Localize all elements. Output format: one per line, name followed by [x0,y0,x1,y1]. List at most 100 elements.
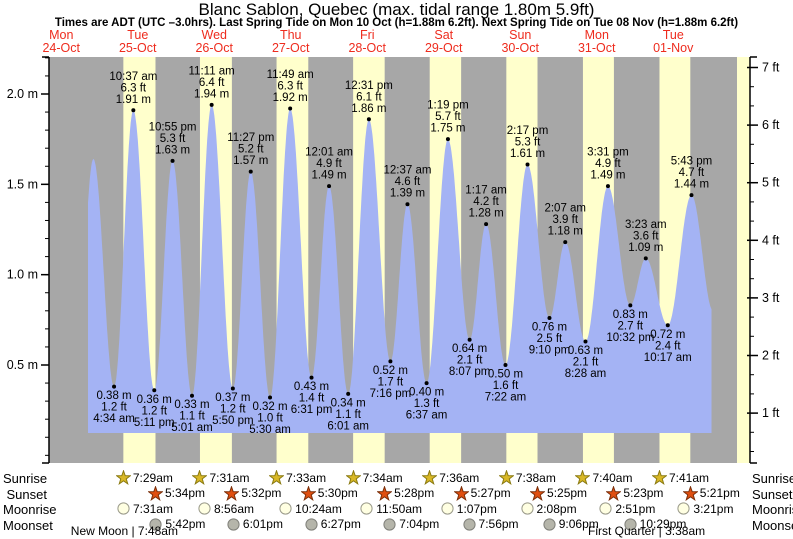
high-tide-label: 5:43 pm [671,156,713,168]
day-name: Tue [662,28,684,42]
high-tide-label: 3:31 pm [587,147,629,159]
sunrise-entry: 7:38am [498,470,556,485]
high-tide-label: 12:31 pm [345,80,393,92]
sunset-star-icon [224,485,240,501]
low-tide-label: 8:28 am [565,368,607,380]
high-tide-label: 1.49 m [311,170,346,182]
sunset-time: 5:34pm [164,486,206,500]
high-tide-label: 6.3 ft [277,80,303,92]
sunset-entry: 5:28pm [377,485,435,501]
low-tide-label: 1.2 ft [220,403,246,415]
low-tide-label: 0.52 m [373,365,408,377]
moonset-entry: 10:29pm [623,517,686,532]
high-tide-dot [643,256,648,261]
day-header: Mon 24-Oct [21,29,101,55]
high-tide-label: 6.4 ft [199,77,225,89]
low-tide-dot [424,381,429,386]
day-name: Sat [434,28,454,42]
moonrise-time: 7:31am [132,501,173,516]
day-date: 31-Oct [577,41,616,55]
moonset-circle-icon [462,517,476,531]
moonrise-entry: 7:31am [116,501,173,516]
day-header: Sat 29-Oct [404,29,484,55]
sunset-star-icon [147,485,163,501]
sunset-star-icon [682,485,698,501]
high-tide-label: 3.9 ft [552,214,578,226]
high-tide-label: 5.2 ft [238,144,264,156]
moonset-circle-icon [462,517,476,531]
high-tide-label: 1.28 m [469,208,504,220]
moonset-circle-icon [543,517,556,531]
sunset-star-icon [453,485,469,501]
right-axis-label: 1 ft [762,406,780,420]
low-tide-label: 0.34 m [331,397,366,409]
high-tide-label: 11:49 am [267,69,314,81]
moonrise-circle-icon [520,502,534,515]
high-tide-dot [689,193,694,198]
high-tide-dot [563,240,568,245]
left-axis-label: 0.5 m [7,358,38,372]
low-tide-label: 5:30 am [249,424,291,436]
high-tide-label: 12:37 am [383,165,431,177]
low-tide-label: 1.0 ft [257,413,283,425]
moonrise-circle-icon [198,502,211,515]
moon-phase-label: First Quarter | 3:38am [588,524,706,538]
low-tide-label: 2.1 ft [457,355,483,367]
day-date: 01-Nov [653,41,694,55]
moonrise-entry: 11:50am [359,501,422,516]
moonrise-circle-icon [677,502,691,515]
sunset-time: 5:30pm [317,486,358,500]
low-tide-label: 1.3 ft [414,398,440,410]
sunrise-time: 7:31am [209,470,250,485]
moonrise-entry: 3:21pm [676,501,733,516]
astro-row-label-right-moonset: Moonset [752,517,793,533]
moonrise-circle-icon [198,502,211,515]
low-tide-label: 1.4 ft [299,393,325,405]
day-header: Mon 31-Oct [557,29,637,55]
day-date: 28-Oct [348,41,386,55]
sunset-time: 5:23pm [623,486,664,500]
high-tide-label: 1:17 am [465,185,507,197]
low-tide-dot [665,323,670,328]
low-tide-label: 9:10 pm [529,345,571,357]
low-tide-label: 6:31 pm [291,404,333,416]
sunrise-star-icon [498,470,514,485]
high-tide-label: 10:37 am [109,71,157,83]
high-tide-dot [525,162,530,167]
moonrise-entry: 2:51pm [598,501,655,516]
sunset-star-icon [224,485,240,501]
sunset-entry: 5:27pm [453,485,511,501]
moonset-entry: 9:06pm [542,517,599,532]
day-name: Sun [509,28,532,42]
sunset-time: 5:21pm [699,486,740,500]
left-axis-label: 2.0 m [7,87,38,101]
low-tide-label: 10:17 am [644,352,692,364]
day-date: 24-Oct [42,41,80,55]
high-tide-dot [248,169,253,174]
high-tide-label: 4.9 ft [595,158,621,170]
sunrise-star-icon [115,470,131,485]
astro-row-label-left-moonrise: Moonrise [3,502,57,517]
high-tide-label: 4.2 ft [473,196,499,208]
day-date: 29-Oct [424,41,463,55]
moonrise-entry: 8:56am [197,501,254,516]
sunset-entry: 5:25pm [530,485,587,501]
day-name: Wed [201,28,227,42]
high-tide-label: 2:07 am [544,203,586,215]
high-tide-label: 5.3 ft [515,136,541,148]
sunrise-star-icon [651,470,667,485]
sunset-time: 5:28pm [394,486,435,500]
moonrise-time: 10:24am [295,501,342,516]
high-tide-label: 1.44 m [674,179,709,191]
high-tide-dot [405,202,410,207]
moonset-circle-icon [227,517,240,531]
moonrise-circle-icon [279,502,292,515]
low-tide-dot [503,363,508,368]
astro-row-label-right-sunset: Sunset [752,486,793,502]
low-tide-label: 0.38 m [96,390,131,402]
sunset-star-icon [453,485,469,501]
moonrise-circle-icon [441,502,454,515]
page-title: Blanc Sablon, Quebec (max. tidal range 1… [198,0,595,19]
low-tide-dot [346,391,351,396]
